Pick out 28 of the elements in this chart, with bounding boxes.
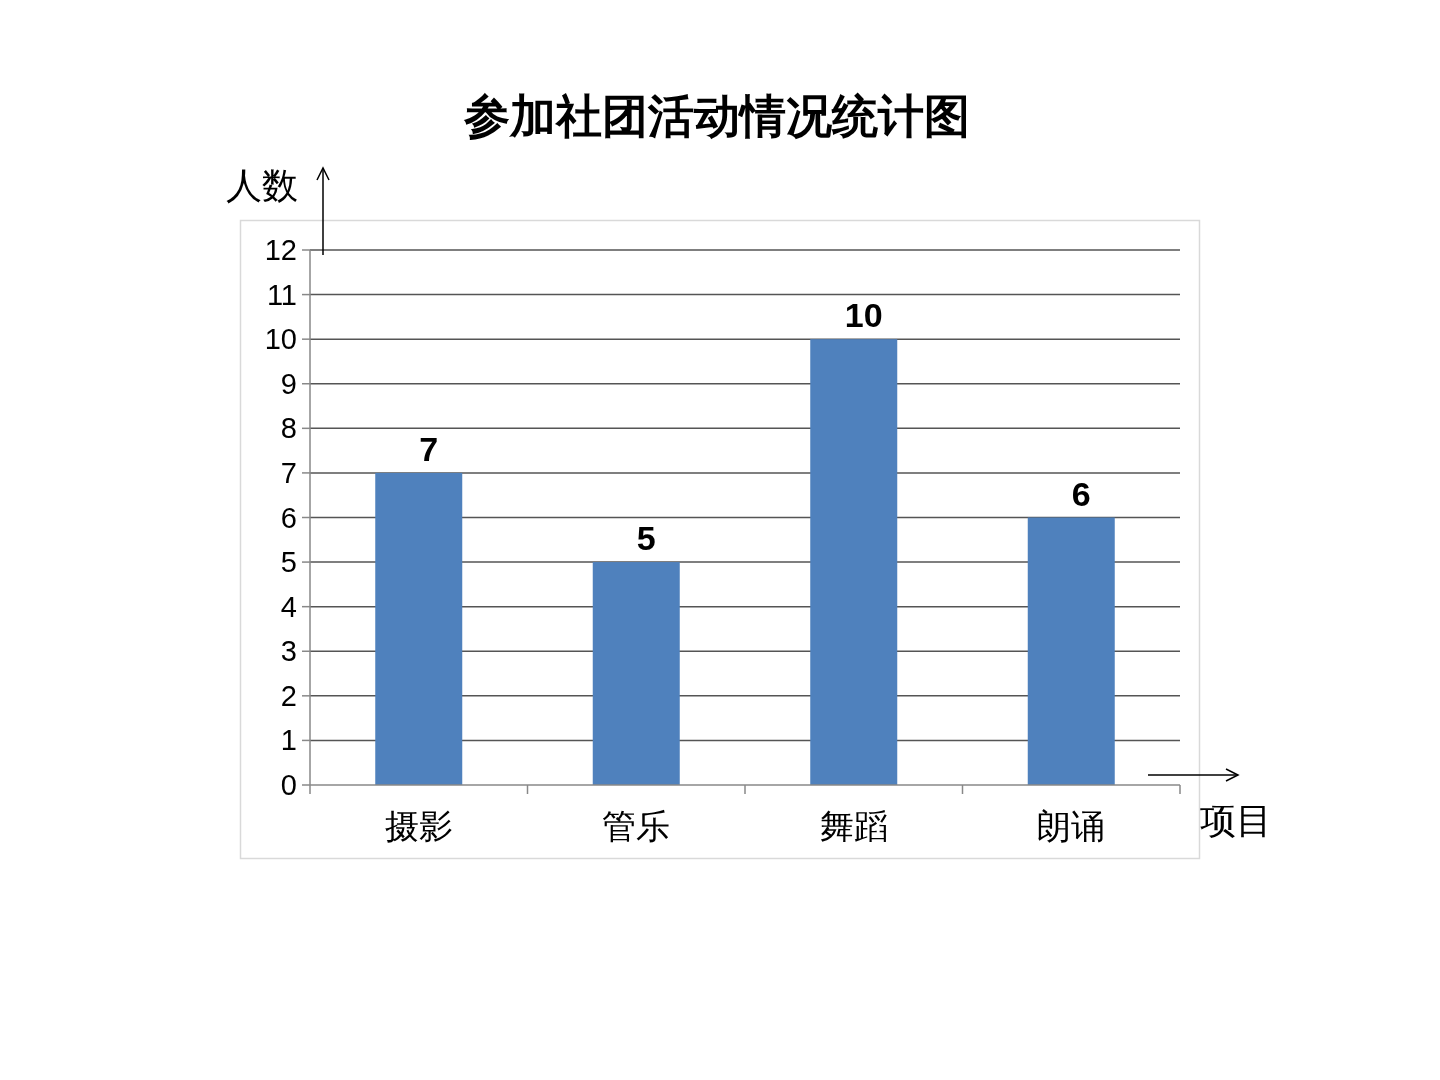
y-tick-label: 10	[264, 323, 297, 356]
chart-title: 参加社团活动情况统计图	[463, 90, 970, 142]
y-tick-label: 6	[280, 501, 297, 534]
y-tick-label: 0	[280, 769, 297, 801]
bar	[375, 472, 463, 785]
x-tick-label: 舞蹈	[819, 807, 888, 845]
y-tick-label: 2	[280, 679, 297, 712]
bar	[592, 562, 680, 785]
y-tick-label: 1	[280, 724, 297, 757]
data-label: 5	[636, 519, 656, 558]
y-tick-label: 8	[280, 412, 297, 445]
x-tick-label: 管乐	[602, 807, 671, 845]
data-label: 6	[1071, 474, 1091, 513]
x-tick-label: 朗诵	[1037, 807, 1106, 845]
x-axis-title: 项目	[1200, 800, 1272, 841]
y-tick-label: 4	[280, 590, 297, 623]
data-label: 10	[844, 296, 883, 335]
y-tick-label: 5	[280, 546, 297, 579]
y-axis-title: 人数	[226, 165, 298, 206]
bar	[1027, 517, 1115, 785]
y-tick-label: 12	[264, 234, 297, 266]
x-tick-label: 摄影	[384, 807, 453, 845]
y-tick-label: 11	[266, 278, 297, 311]
data-label: 7	[419, 429, 439, 468]
bar	[810, 339, 898, 785]
y-tick-label: 3	[280, 635, 297, 668]
y-tick-label: 9	[280, 367, 297, 400]
y-tick-label: 7	[280, 456, 297, 489]
